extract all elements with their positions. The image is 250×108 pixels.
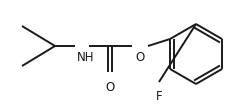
- Text: O: O: [105, 81, 114, 94]
- Text: NH: NH: [77, 51, 94, 64]
- Text: F: F: [155, 90, 162, 103]
- Text: O: O: [135, 51, 144, 64]
